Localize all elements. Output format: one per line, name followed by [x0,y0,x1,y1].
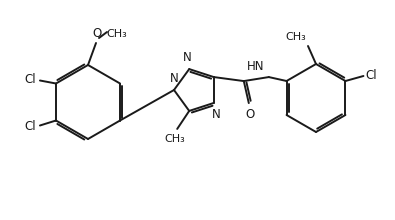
Text: Cl: Cl [24,73,36,86]
Text: CH₃: CH₃ [106,29,127,39]
Text: N: N [169,72,179,85]
Text: Cl: Cl [24,120,36,133]
Text: O: O [92,27,102,40]
Text: CH₃: CH₃ [165,134,186,144]
Text: HN: HN [246,60,264,73]
Text: N: N [211,108,220,121]
Text: O: O [245,108,254,121]
Text: CH₃: CH₃ [285,32,306,42]
Text: N: N [183,51,192,64]
Text: Cl: Cl [365,68,377,81]
